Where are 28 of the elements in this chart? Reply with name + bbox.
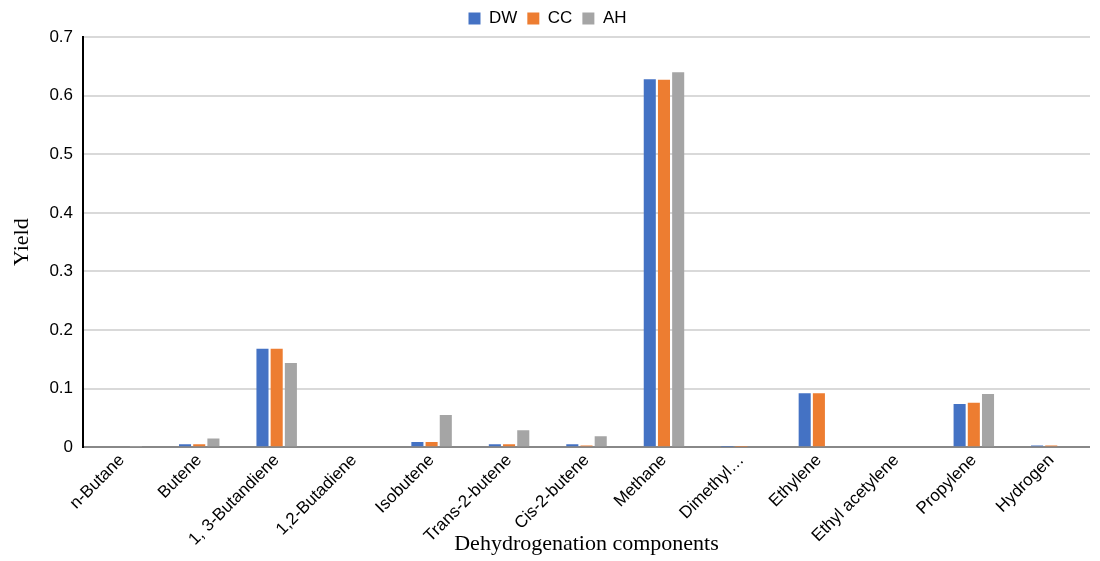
bar bbox=[594, 436, 607, 447]
y-tick-label: 0.1 bbox=[49, 378, 74, 398]
legend-label: DW bbox=[489, 8, 518, 28]
bar bbox=[643, 79, 656, 447]
bar bbox=[256, 348, 269, 447]
bar bbox=[812, 393, 825, 447]
y-tick-label: 0.5 bbox=[49, 143, 74, 163]
y-tick-label: 0.7 bbox=[49, 26, 74, 46]
bar bbox=[953, 403, 966, 447]
y-tick-label: 0 bbox=[63, 436, 74, 456]
y-tick-label: 0.6 bbox=[49, 85, 74, 105]
bar bbox=[411, 442, 424, 447]
bar bbox=[967, 402, 980, 447]
y-tick-label: 0.2 bbox=[49, 319, 74, 339]
bar bbox=[798, 393, 811, 447]
legend-label: AH bbox=[602, 8, 627, 28]
bar bbox=[284, 362, 297, 447]
bar bbox=[425, 442, 438, 447]
legend-label: CC bbox=[547, 8, 573, 28]
bar bbox=[517, 430, 530, 447]
y-tick-label: 0.4 bbox=[49, 202, 74, 222]
y-tick-label: 0.3 bbox=[49, 261, 74, 281]
bar bbox=[657, 79, 671, 447]
bar bbox=[672, 72, 685, 447]
bar bbox=[981, 393, 995, 447]
bar bbox=[270, 348, 283, 447]
y-axis-title: Yield bbox=[7, 218, 33, 266]
bar bbox=[439, 415, 452, 447]
